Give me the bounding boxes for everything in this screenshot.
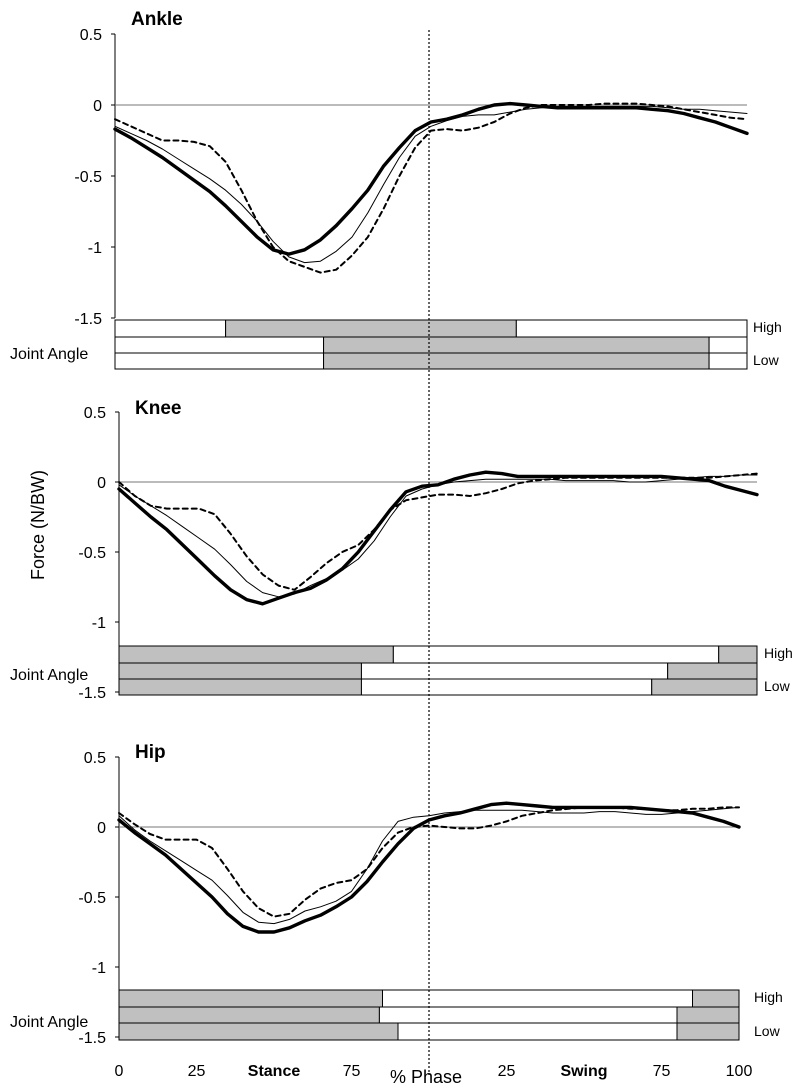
x-tick-label: 0 (115, 1063, 124, 1080)
knee-joint-angle-bar-segment (118, 678, 362, 696)
ankle-ytick-label: 0.5 (80, 27, 102, 44)
ankle-joint-angle-bar-segment (323, 352, 710, 370)
x-axis-label: % Phase (390, 1067, 462, 1087)
ankle-series-thick (113, 101, 749, 256)
knee-joint-angle-label: Joint Angle (10, 667, 88, 684)
ankle-ytick-label: -1 (88, 240, 102, 257)
ankle-high-label: High (753, 319, 782, 335)
hip-joint-angle-bar-segment (118, 989, 383, 1008)
ankle-title: Ankle (131, 9, 183, 30)
ankle-ytick-label: -0.5 (74, 169, 102, 186)
ankle-joint-angle-bar-segment (225, 319, 517, 338)
hip-joint-angle-bar-segment (692, 989, 740, 1008)
knee-joint-angle-bar-segment (392, 645, 720, 664)
x-tick-label: 25 (498, 1063, 516, 1080)
ankle-joint-angle-bar-segment (708, 336, 748, 354)
knee-series-dashed (118, 472, 758, 591)
ankle-low-label: Low (753, 352, 780, 368)
hip-joint-angle-bar-segment (676, 1006, 740, 1024)
x-tick-label: 100 (726, 1063, 753, 1080)
knee-joint-angle-bar-segment (360, 678, 653, 696)
knee-joint-angle-bar-segment (667, 662, 758, 680)
knee-series-thick (117, 470, 759, 606)
x-tick-label: 75 (343, 1063, 361, 1080)
hip-ytick-label: -1.5 (78, 1030, 106, 1047)
ankle-joint-angle-bar-segment (114, 336, 325, 354)
hip-ytick-label: 0.5 (84, 750, 106, 767)
hip-ytick-label: 0 (97, 820, 106, 837)
knee-ytick-label: -1 (92, 615, 106, 632)
hip-joint-angle-bar-segment (676, 1022, 740, 1041)
y-axis-label: Force (N/BW) (28, 470, 48, 580)
ankle-joint-angle-bar-segment (323, 336, 710, 354)
x-phase-label-stance: Stance (248, 1063, 301, 1080)
knee-joint-angle-bar-segment (118, 645, 394, 664)
x-tick-label: 25 (188, 1063, 206, 1080)
x-phase-label-swing: Swing (560, 1063, 607, 1080)
knee-ytick-label: -1.5 (78, 685, 106, 702)
hip-title: Hip (135, 742, 166, 763)
ankle-ytick-label: 0 (93, 98, 102, 115)
knee-ytick-label: 0 (97, 475, 106, 492)
knee-joint-angle-bar-segment (360, 662, 669, 680)
hip-joint-angle-bar-segment (397, 1022, 678, 1041)
knee-ytick-label: 0.5 (84, 405, 106, 422)
panel-ankle: 0.5 0 -0.5 -1 -1.5 Ankle High Low Joint Angle (10, 9, 782, 370)
hip-low-label: Low (754, 1023, 781, 1039)
ankle-joint-angle-bar-segment (708, 352, 748, 370)
knee-series-thin (118, 474, 758, 598)
ankle-series-thin (114, 105, 748, 264)
ankle-joint-angle-bar-segment (515, 319, 748, 338)
hip-ytick-label: -0.5 (78, 890, 106, 907)
hip-joint-angle-bar-segment (118, 1006, 380, 1024)
ankle-ytick-label: -1.5 (74, 311, 102, 328)
panel-knee: 0.5 0 -0.5 -1 -1.5 Knee High Low Joint Angle (10, 398, 793, 702)
knee-joint-angle-bar-segment (651, 678, 758, 696)
ankle-joint-angle-bar-segment (114, 352, 325, 370)
ankle-joint-angle-bar-segment (114, 319, 227, 338)
hip-joint-angle-label: Joint Angle (10, 1014, 88, 1031)
hip-series-dashed (118, 806, 740, 918)
hip-ytick-label: -1 (92, 960, 106, 977)
knee-ytick-label: -0.5 (78, 545, 106, 562)
ankle-joint-angle-label: Joint Angle (10, 346, 88, 363)
x-tick-label: 75 (653, 1063, 671, 1080)
panel-hip: 0.5 0 -0.5 -1 -1.5 Hip High Low Joint Angle (10, 742, 783, 1047)
ankle-series-dashed (114, 102, 748, 274)
knee-joint-angle-bar-segment (718, 645, 758, 664)
knee-joint-angle-bar-segment (118, 662, 362, 680)
knee-title: Knee (135, 398, 181, 419)
hip-joint-angle-bar-segment (118, 1022, 399, 1041)
knee-low-label: Low (764, 678, 791, 694)
hip-high-label: High (754, 989, 783, 1005)
hip-joint-angle-bar-segment (378, 1006, 678, 1024)
knee-high-label: High (764, 645, 793, 661)
